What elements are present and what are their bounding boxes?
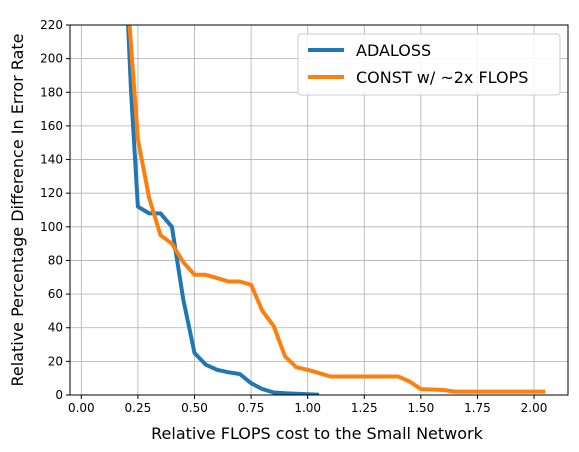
x-tick-label: 0.75 [238, 401, 265, 415]
y-tick-label: 40 [48, 321, 63, 335]
series-line-0 [126, 25, 320, 395]
y-tick-label: 100 [40, 220, 63, 234]
y-tick-label: 80 [48, 253, 63, 267]
y-axis-label: Relative Percentage Difference In Error … [8, 34, 27, 387]
plot-frame [69, 24, 569, 396]
x-axis-label: Relative FLOPS cost to the Small Network [151, 424, 483, 443]
y-tick-label: 160 [40, 119, 63, 133]
legend-box [297, 33, 561, 96]
x-tick-label: 0.50 [181, 401, 208, 415]
y-tick-label: 180 [40, 85, 63, 99]
x-tick-label: 2.00 [521, 401, 548, 415]
x-tick-label: 1.50 [408, 401, 435, 415]
y-tick-label: 60 [48, 287, 63, 301]
x-tick-label: 0.25 [125, 401, 152, 415]
legend-label-const: CONST w/ ~2x FLOPS [356, 68, 528, 87]
legend-label-adaloss: ADALOSS [356, 41, 431, 60]
x-tick-label: 1.75 [464, 401, 491, 415]
y-axis: 0 20 40 60 80 100 120 140 160 180 200 220 [40, 18, 70, 402]
y-tick-label: 220 [40, 18, 63, 32]
legend: ADALOSS CONST w/ ~2x FLOPS [297, 33, 561, 96]
y-tick-label: 120 [40, 186, 63, 200]
series-layer [126, 25, 546, 395]
series-line-1 [127, 25, 546, 394]
x-tick-label: 1.25 [351, 401, 378, 415]
x-tick-label: 0.00 [68, 401, 95, 415]
x-axis: 0.00 0.25 0.50 0.75 1.00 1.25 1.50 1.75 2.00 [68, 395, 547, 415]
y-tick-label: 20 [48, 354, 63, 368]
y-tick-label: 200 [40, 52, 63, 66]
y-tick-label: 140 [40, 153, 63, 167]
x-tick-label: 1.00 [294, 401, 321, 415]
y-tick-label: 0 [55, 388, 63, 402]
